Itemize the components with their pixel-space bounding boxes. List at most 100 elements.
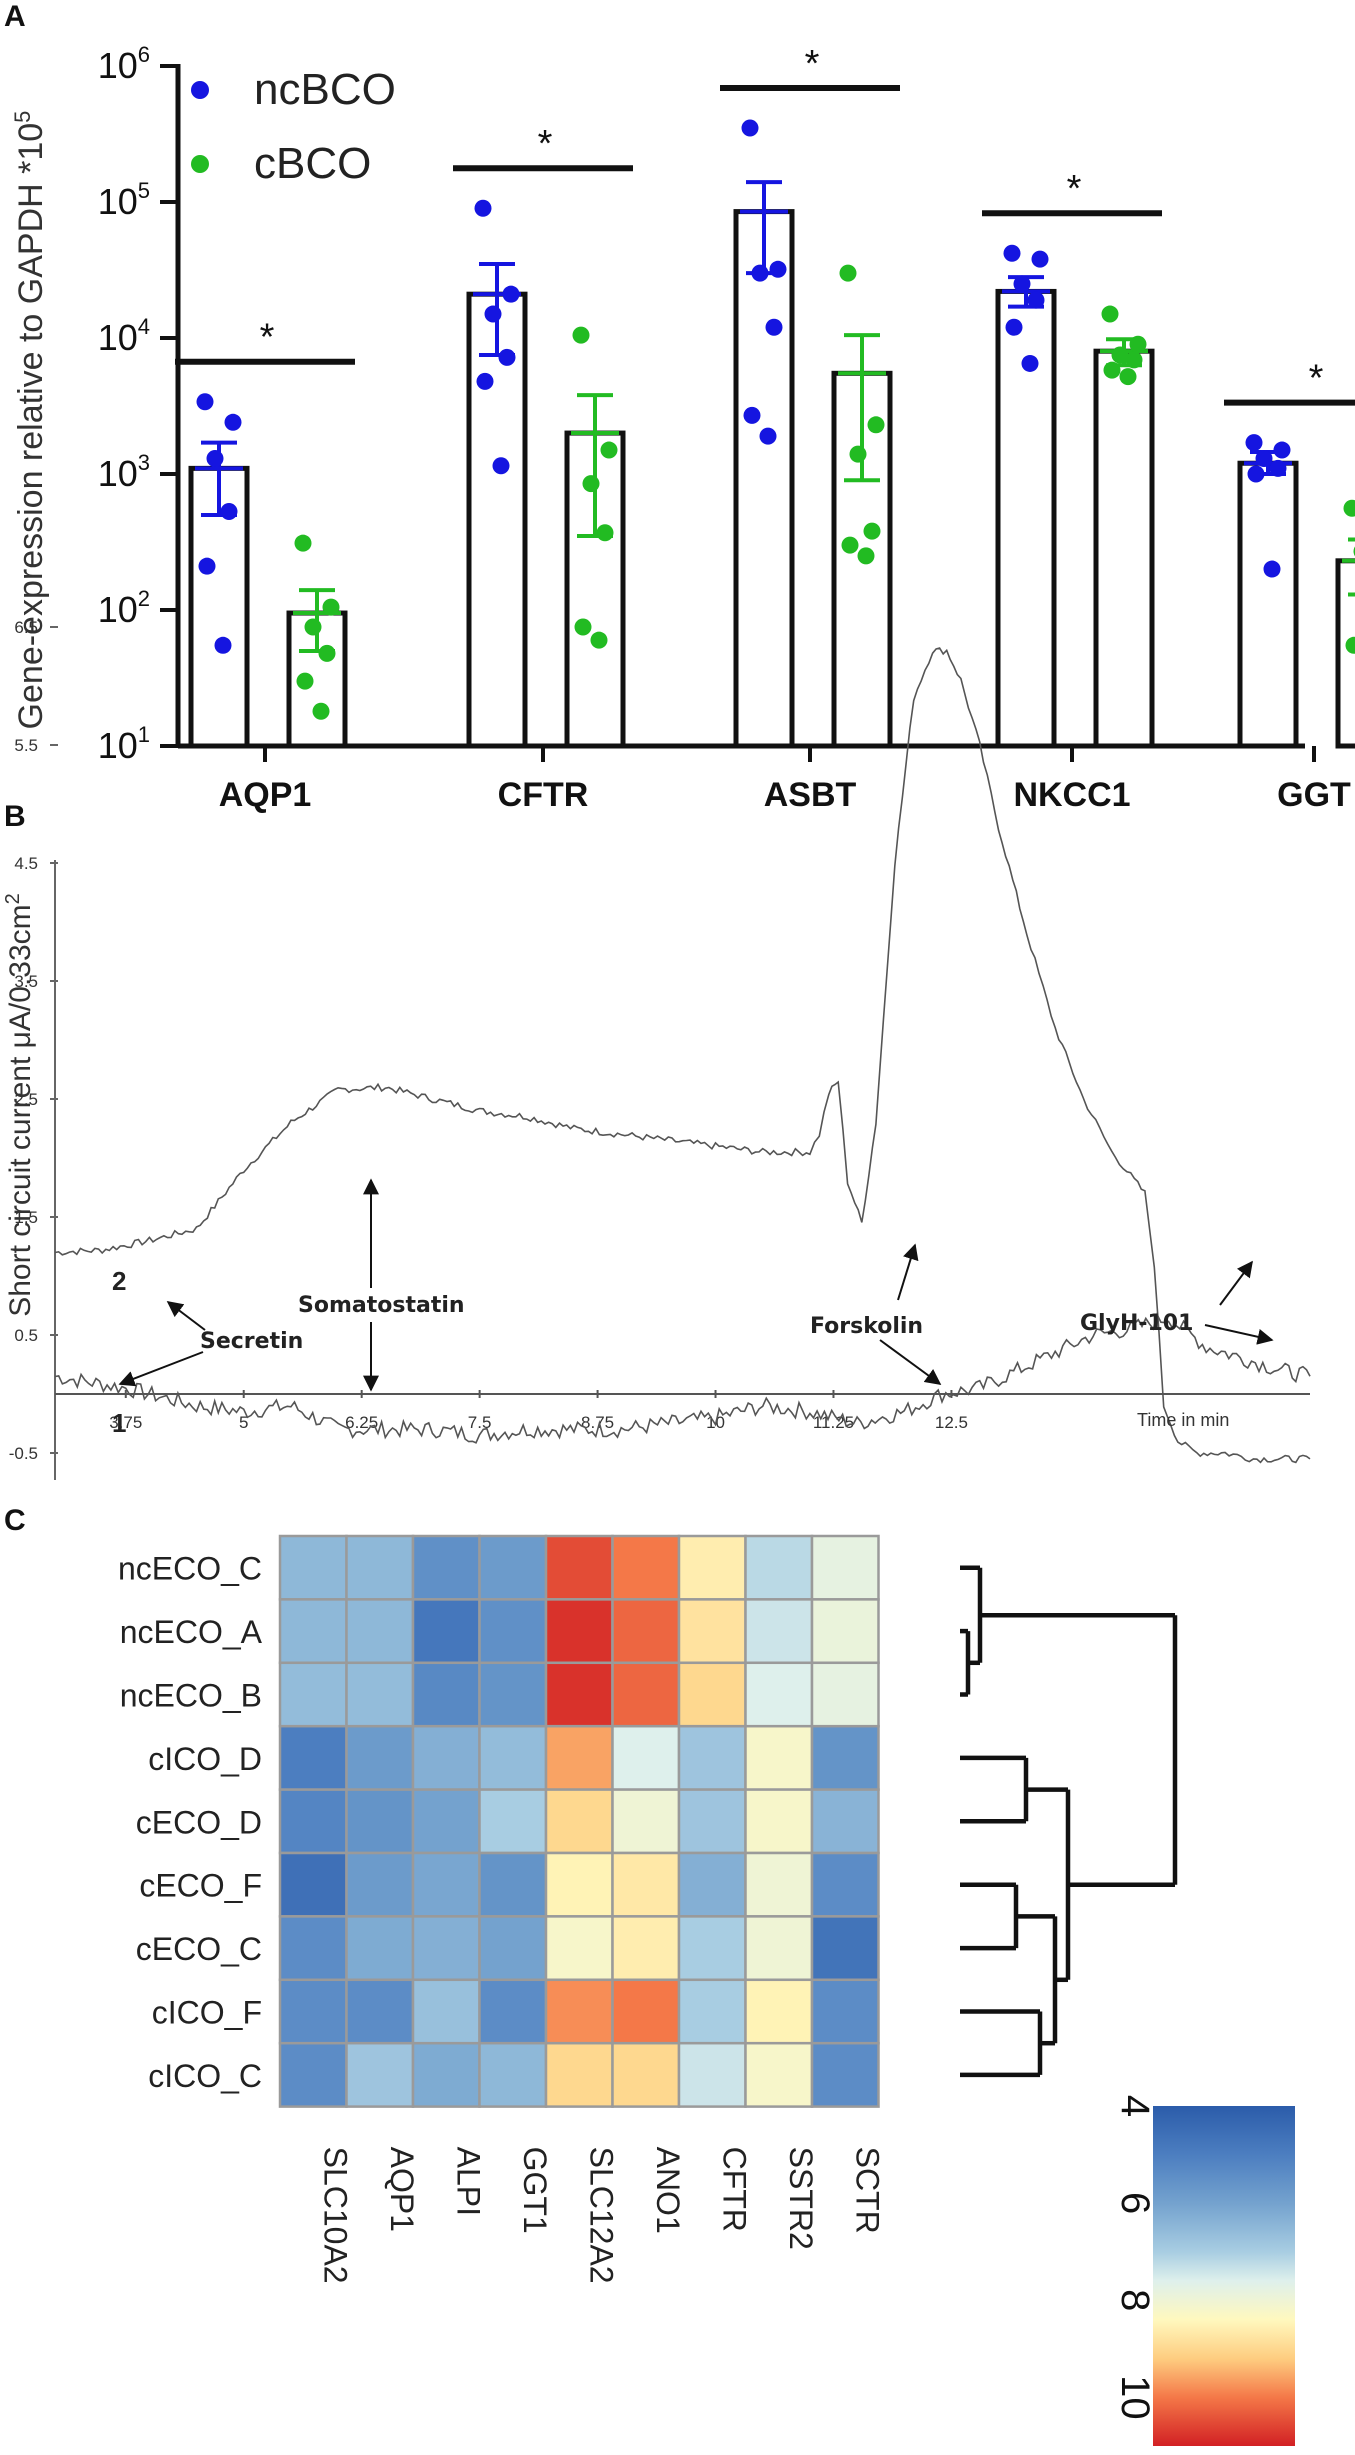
panel-a-data-point — [1343, 499, 1355, 517]
panel-c-row-label: cECO_D — [136, 1804, 262, 1840]
panel-c-heatmap-cell — [744, 1915, 814, 1982]
panel-b-arrow — [879, 1339, 942, 1385]
panel-c-heatmap-cell — [810, 1851, 880, 1918]
panel-a-data-point — [743, 406, 761, 424]
panel-c-row-label: cICO_F — [152, 1995, 262, 2031]
panel-c-heatmap-cell — [544, 1851, 614, 1918]
tick-base: 10 — [98, 453, 138, 494]
panel-c-heatmap-cell — [345, 1851, 415, 1918]
panel-c-heatmap-cell — [478, 2041, 548, 2108]
tick-exponent: 1 — [138, 722, 150, 747]
panel-a-data-point — [759, 427, 777, 445]
panel-c-row-label: ncECO_C — [118, 1551, 262, 1587]
panel-a-legend-label: cBCO — [254, 139, 371, 188]
panel-c-heatmap-cell — [677, 1598, 747, 1665]
panel-a-data-point — [857, 547, 875, 565]
panel-c-colorbar-tick-label: 10 — [1113, 2375, 1157, 2420]
panel-b-annotation-secretin: Secretin — [200, 1329, 303, 1354]
panel-b-y-axis-label: Short circuit current μA/0.33cm2 — [2, 893, 37, 1317]
panel-b-y-tick-label: 6.5 — [14, 618, 38, 637]
panel-a-data-point — [596, 524, 614, 542]
panel-c-heatmap-cell — [810, 2041, 880, 2108]
panel-c-heatmap-cell — [810, 1724, 880, 1791]
tick-exponent: 3 — [138, 450, 150, 475]
panel-b-trace-label: 2 — [112, 1266, 126, 1296]
panel-b-y-tick-label: 0.5 — [14, 1326, 38, 1345]
panel-a-data-point — [769, 260, 787, 278]
panel-c-heatmap-cell — [278, 1851, 348, 1918]
panel-c-heatmap-cell — [345, 1915, 415, 1982]
panel-c-heatmap-cell — [611, 1788, 681, 1855]
panel-a-data-point — [590, 631, 608, 649]
panel-a-data-point — [1247, 465, 1265, 483]
panel-a-y-tick-label: 104 — [98, 314, 150, 358]
panel-c-heatmap-cell — [611, 1851, 681, 1918]
panel-c-heatmap-cell — [411, 1661, 481, 1728]
panel-b-arrow — [118, 1351, 204, 1387]
panel-a-significance-star: * — [538, 123, 553, 165]
panel-b-arrow — [166, 1301, 206, 1331]
panel-c-heatmap-cell — [345, 2041, 415, 2108]
panel-c-heatmap-cell — [278, 1724, 348, 1791]
panel-a-data-point — [1263, 560, 1281, 578]
panel-b-arrow — [1204, 1324, 1274, 1345]
panel-a-data-point — [1129, 335, 1147, 353]
panel-c-heatmap-cell — [611, 1598, 681, 1665]
panel-c-heatmap: ncECO_C ncECO_A ncECO_B cICO_D cECO_D cECO_Fc… — [118, 1534, 1295, 2446]
panel-b-y-tick-label: 2.5 — [14, 1090, 38, 1109]
tick-base: 10 — [98, 317, 138, 358]
panel-a-data-point — [1119, 368, 1137, 386]
panel-c-heatmap-cell — [278, 1534, 348, 1601]
panel-a-data-point — [1003, 244, 1021, 262]
panel-a-y-tick-label: 103 — [98, 450, 150, 494]
panel-a-data-point — [1125, 351, 1143, 369]
panel-b-y-axis-label-text: Short circuit current μA/0.33cm — [4, 904, 37, 1316]
panel-b-arrow — [897, 1243, 919, 1301]
panel-c-heatmap-cell — [611, 1724, 681, 1791]
panel-a-data-point — [220, 502, 238, 520]
panel-c-heatmap-cell — [345, 1788, 415, 1855]
panel-c-row-label: cECO_F — [139, 1868, 262, 1904]
panel-c-heatmap-cell — [744, 1978, 814, 2045]
panel-c-heatmap-cell — [345, 1598, 415, 1665]
panel-c-heatmap-cell — [677, 1534, 747, 1601]
tick-base: 10 — [98, 589, 138, 630]
panel-a-data-point — [751, 264, 769, 282]
panel-c-heatmap-cell — [544, 1661, 614, 1728]
panel-c-heatmap-cell — [677, 1851, 747, 1918]
panel-a-y-axis-label-text: Gene-expression relative to GAPDH *10 — [12, 123, 50, 730]
panel-c-heatmap-cell — [744, 1851, 814, 1918]
panel-c-heatmap-cell — [411, 1915, 481, 1982]
panel-a-data-point — [492, 457, 510, 475]
panel-c-row-label: ncECO_A — [120, 1614, 263, 1650]
panel-c-column-label: SLC10A2 — [317, 2147, 353, 2284]
panel-c-heatmap-cell — [611, 1534, 681, 1601]
panel-b-trace-label: 1 — [112, 1408, 126, 1438]
panel-a-data-point — [582, 475, 600, 493]
panel-c-heatmap-cell — [611, 2041, 681, 2108]
panel-c-heatmap-cell — [677, 1978, 747, 2045]
panel-a-category-label: ASBT — [764, 776, 857, 814]
panel-a-category-label: NKCC1 — [1013, 776, 1130, 814]
panel-c-row-label: ncECO_B — [120, 1678, 262, 1714]
panel-a-category-label: GGT — [1277, 776, 1351, 814]
panel-a-data-point — [1101, 305, 1119, 323]
panel-c-heatmap-cell — [411, 2041, 481, 2108]
tick-exponent: 4 — [138, 314, 150, 339]
panel-a-data-point — [474, 199, 492, 217]
panel-c-row-label: cICO_C — [148, 2058, 262, 2094]
panel-a-data-point — [765, 318, 783, 336]
panel-a-data-point — [1245, 434, 1263, 452]
panel-a-data-point — [1273, 441, 1291, 459]
panel-b-line-chart: Short circuit current μA/0.33cm2 -0.50.5… — [2, 618, 1311, 1480]
panel-c-heatmap-cell — [478, 1661, 548, 1728]
panel-c-heatmap-cell — [278, 1788, 348, 1855]
tick-exponent: 2 — [138, 586, 150, 611]
panel-a-data-point — [1005, 318, 1023, 336]
panel-c-column-label: ALPI — [450, 2147, 486, 2216]
panel-a-significance-star: * — [1067, 168, 1082, 210]
panel-c-heatmap-cell — [677, 2041, 747, 2108]
panel-a-data-point — [741, 119, 759, 137]
panel-c-heatmap-cell — [744, 1534, 814, 1601]
